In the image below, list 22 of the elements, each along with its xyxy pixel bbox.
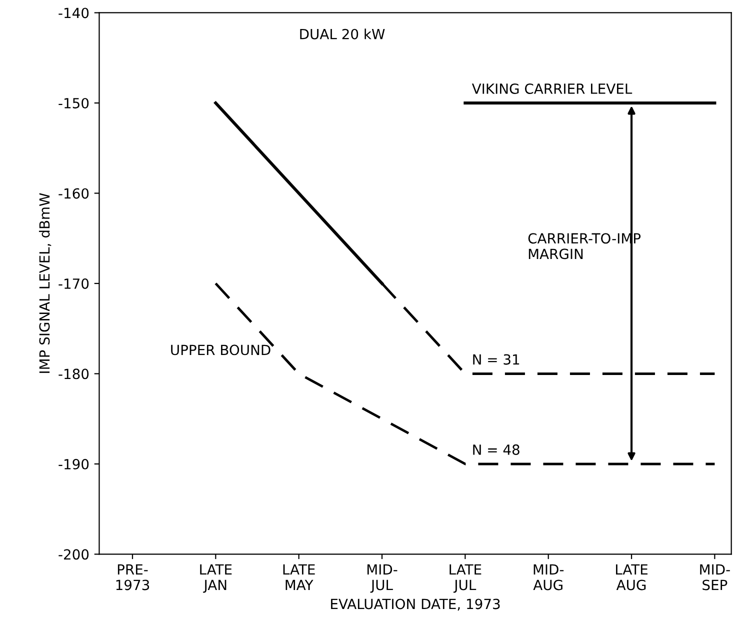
y-tick-label: -170: [58, 278, 89, 289]
x-tick-label: MID- AUG: [533, 564, 564, 590]
x-tick-label: LATE AUG: [616, 564, 648, 590]
y-tick-label: -140: [58, 8, 89, 18]
x-tick-label: LATE JAN: [200, 564, 232, 593]
series-label: VIKING CARRIER LEVEL: [472, 83, 632, 94]
series-label: N = 31: [473, 354, 520, 365]
annotation: DUAL 20 kW: [300, 28, 385, 40]
x-tick-label: LATE JUL: [450, 564, 482, 593]
x-tick-label: LATE MAY: [283, 564, 315, 590]
x-tick-label: PRE- 1973: [116, 564, 150, 590]
y-tick-label: -190: [58, 458, 89, 470]
y-tick-label: -200: [58, 549, 89, 560]
y-tick-label: -150: [58, 98, 89, 108]
y-tick-label: -160: [58, 188, 89, 199]
y-axis-title: IMP SIGNAL LEVEL, dBmW: [38, 193, 52, 373]
x-axis-title: EVALUATION DATE, 1973: [331, 598, 500, 611]
x-tick-label: MID- JUL: [367, 564, 398, 593]
x-tick-label: MID- SEP: [700, 564, 730, 590]
y-tick-label: -180: [58, 368, 89, 380]
series-label: N = 48: [473, 444, 520, 455]
annotation: UPPER BOUND: [171, 344, 270, 356]
